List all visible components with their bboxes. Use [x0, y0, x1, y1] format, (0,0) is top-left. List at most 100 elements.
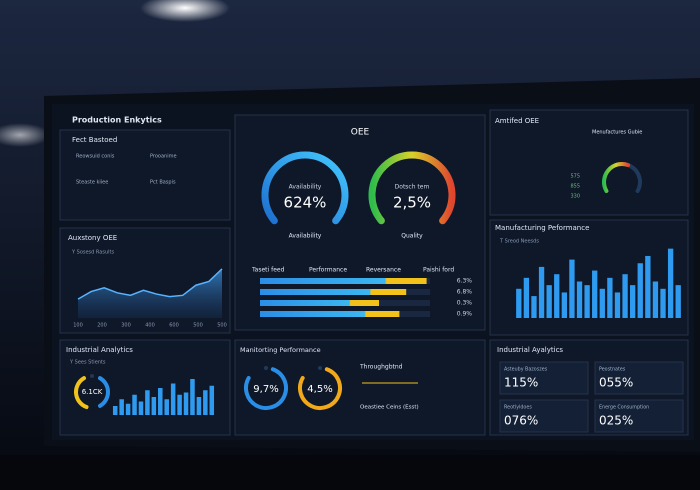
item-label: Pct Baspis — [150, 180, 176, 186]
gauge-arc — [244, 367, 288, 410]
bar — [531, 296, 537, 318]
bar — [607, 277, 613, 318]
item-label: Steaste kiiee — [76, 180, 108, 186]
panel-title: Industrial Analytics — [66, 346, 133, 354]
gauge-value: 6.1CK — [82, 388, 103, 396]
sub-title: Oeastiee Ceins (Esst) — [360, 405, 419, 411]
panel-subtitle: Y Sosesd Rasults — [71, 250, 114, 256]
x-tick-label: 400 — [145, 323, 155, 329]
sub-title: Throughgbtnd — [359, 364, 403, 371]
row-value: 0.3% — [457, 300, 473, 307]
bar — [584, 285, 590, 318]
panel-subtitle: Y Sees Stients — [69, 360, 106, 366]
bar — [637, 263, 643, 318]
gauge-arc — [368, 151, 456, 225]
bar — [183, 392, 189, 415]
bar — [209, 385, 215, 415]
number: 855 — [570, 184, 580, 190]
tile-value: 055% — [599, 376, 633, 390]
bar — [660, 288, 666, 318]
progress-bar — [260, 278, 427, 284]
number: 330 — [570, 194, 580, 200]
row-value: 0.9% — [457, 311, 473, 318]
tile-label: Reotlyldoes — [504, 405, 532, 411]
x-tick-label: 300 — [121, 323, 131, 329]
tile-label: Energe Consumption — [599, 405, 649, 411]
tile — [499, 399, 589, 433]
bar — [151, 397, 157, 415]
bar — [561, 292, 567, 318]
bar — [158, 388, 163, 415]
panel-title: Manufacturing Peformance — [495, 224, 589, 232]
bar — [652, 281, 659, 318]
progress-bar — [260, 311, 400, 317]
tile-label: Asteuby Bazoszes — [504, 367, 548, 373]
gauge-value: 2,5% — [393, 194, 431, 212]
bar — [119, 399, 124, 415]
tile-value: 076% — [504, 414, 538, 428]
bar — [138, 401, 144, 415]
bar — [645, 255, 651, 318]
x-tick-label: 500 — [193, 323, 203, 329]
tile-value: 025% — [599, 414, 633, 428]
page-title: Production Enkytics — [72, 116, 162, 125]
tile — [594, 399, 684, 433]
bar — [132, 394, 137, 415]
line — [77, 268, 223, 300]
gauge-arc — [261, 151, 349, 225]
bar — [622, 274, 628, 318]
bar — [164, 399, 169, 415]
gauge-arc — [98, 376, 110, 408]
bar — [554, 274, 560, 318]
tile — [594, 361, 684, 395]
bar — [516, 288, 522, 318]
x-tick-label: 200 — [97, 323, 107, 329]
area — [78, 268, 222, 318]
x-tick-label: 100 — [73, 323, 83, 329]
bar — [170, 383, 176, 415]
column-header: Taseti feed — [251, 267, 285, 274]
column-header: Reversance — [366, 267, 401, 274]
tile-value: 115% — [504, 376, 538, 390]
progress-bar — [260, 300, 379, 306]
gauge-arc — [602, 162, 631, 193]
bar — [667, 248, 674, 318]
bar — [112, 406, 118, 415]
gauge-value: 624% — [284, 194, 327, 212]
bar — [538, 266, 545, 318]
column-header: Performance — [309, 267, 347, 274]
tile — [499, 361, 589, 395]
progress-bar — [260, 289, 407, 295]
gauge-arc — [74, 376, 89, 410]
gauge-caption: Quality — [401, 233, 423, 240]
bar — [546, 285, 552, 318]
panel-subtitle: T Sreod Neesds — [499, 239, 539, 245]
panel-title: Manitorting Performance — [240, 346, 321, 354]
bar — [190, 379, 195, 415]
panel — [59, 339, 231, 436]
bar — [569, 259, 575, 318]
x-tick-label: 600 — [169, 323, 179, 329]
panel — [59, 129, 231, 221]
item-label: Reowsuid conis — [76, 154, 115, 160]
panel-title: Amtifed OEE — [495, 117, 539, 125]
bar — [145, 390, 150, 415]
bar — [592, 270, 598, 318]
gauge-value: 9,7% — [253, 384, 278, 395]
gauge-arc — [298, 367, 342, 410]
bar — [599, 288, 605, 318]
gauge-label: Availability — [289, 184, 322, 191]
bar — [630, 285, 636, 318]
bar — [196, 397, 202, 415]
bar — [576, 281, 583, 318]
panel-title: OEE — [351, 128, 370, 138]
row-value: 6.8% — [457, 289, 473, 296]
x-tick-label: 500 — [217, 323, 227, 329]
ceiling-light — [0, 123, 50, 147]
item-label: Prooanime — [150, 154, 177, 160]
tile-label: Peostnates — [599, 367, 626, 373]
number: 575 — [570, 174, 580, 180]
panel — [234, 339, 486, 436]
panel-title: Industrial Ayalytics — [497, 346, 563, 354]
